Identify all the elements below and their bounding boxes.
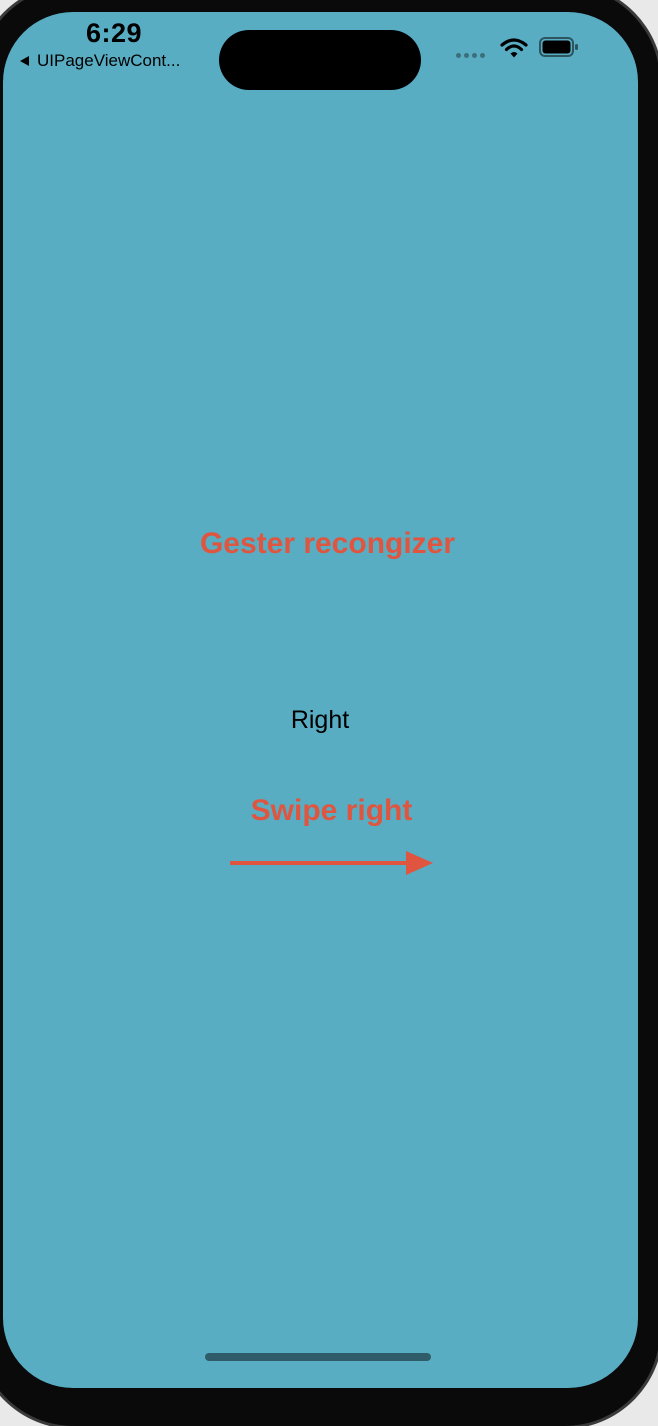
dynamic-island [219,30,421,90]
battery-icon [539,37,578,57]
right-arrow-icon [230,851,433,875]
back-app-label: UIPageViewCont... [37,51,181,70]
wifi-icon [500,38,528,58]
back-to-app-button[interactable]: UIPageViewCont... [20,51,180,71]
gesture-title: Gester recongizer [199,527,456,560]
swipe-direction-label: Right [290,706,350,734]
status-time: 6:29 [86,18,143,48]
swipe-instruction-label: Swipe right [250,794,413,827]
signal-dots-icon [456,53,485,58]
home-indicator[interactable] [205,1353,431,1361]
app-screen[interactable] [3,12,638,1388]
back-triangle-icon [20,56,29,66]
